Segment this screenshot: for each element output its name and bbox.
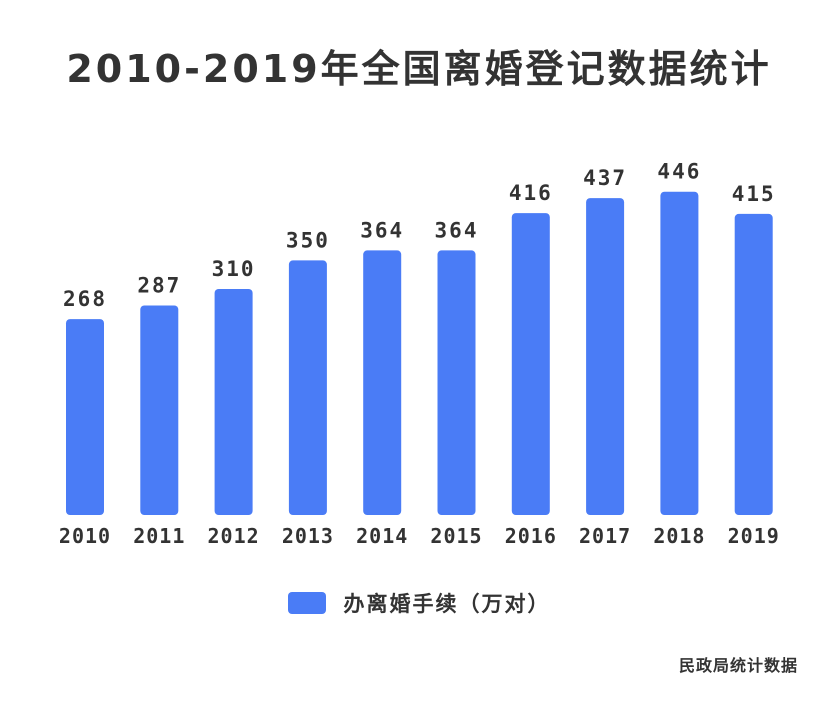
bar-2018 xyxy=(660,191,699,515)
x-tick-label-2010: 2010 xyxy=(59,524,111,548)
bar-2019 xyxy=(734,213,773,515)
legend-label: 办离婚手续（万对） xyxy=(343,592,551,616)
bar-2011 xyxy=(140,305,179,515)
data-label-2011: 287 xyxy=(137,274,181,298)
x-tick-label-2016: 2016 xyxy=(505,524,557,548)
x-tick-label-2017: 2017 xyxy=(579,524,631,548)
bar-2016 xyxy=(511,213,550,515)
data-label-2010: 268 xyxy=(63,287,107,311)
legend: 办离婚手续（万对） xyxy=(0,588,838,618)
bar-2013 xyxy=(288,260,327,515)
data-label-2017: 437 xyxy=(583,166,627,190)
bar-2014 xyxy=(363,250,402,515)
x-tick-label-2018: 2018 xyxy=(653,524,705,548)
data-label-2012: 310 xyxy=(212,257,256,281)
legend-swatch xyxy=(287,592,326,614)
chart-title: 2010-2019年全国离婚登记数据统计 xyxy=(66,47,772,91)
bar-2017 xyxy=(586,198,625,515)
bar-2012 xyxy=(214,289,253,515)
data-label-2014: 364 xyxy=(360,218,404,242)
data-label-2016: 416 xyxy=(509,181,553,205)
bar-2010 xyxy=(66,319,104,515)
x-tick-label-2012: 2012 xyxy=(208,524,260,548)
x-tick-label-2014: 2014 xyxy=(356,524,408,548)
data-label-2019: 415 xyxy=(732,182,776,206)
data-label-2013: 350 xyxy=(286,228,330,252)
source-note: 民政局统计数据 xyxy=(678,656,798,675)
x-tick-label-2019: 2019 xyxy=(728,524,780,548)
x-tick-label-2015: 2015 xyxy=(430,524,482,548)
data-label-2018: 446 xyxy=(657,160,701,184)
x-tick-label-2013: 2013 xyxy=(282,524,334,548)
x-tick-label-2011: 2011 xyxy=(133,524,185,548)
data-label-2015: 364 xyxy=(435,218,479,242)
bar-2015 xyxy=(437,250,476,515)
